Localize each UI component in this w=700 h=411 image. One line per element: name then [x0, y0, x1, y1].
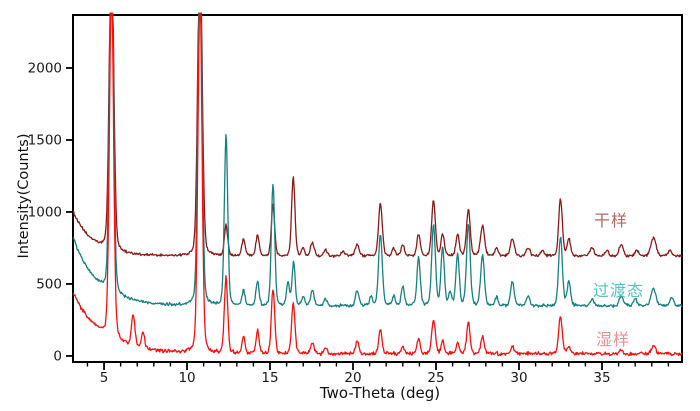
series-label-wet-sample: 湿样	[596, 332, 631, 349]
series-label-dry-sample: 干样	[594, 213, 629, 230]
series-label-transition-state: 过渡态	[593, 283, 645, 300]
series-trace-transition-state	[72, 12, 683, 308]
x-tick-label: 5	[100, 370, 109, 386]
plot-border	[72, 14, 683, 363]
y-tick-label: 500	[36, 276, 62, 292]
y-tick-label: 0	[53, 348, 62, 364]
x-tick-label: 35	[593, 370, 610, 386]
series-trace-dry-sample	[72, 12, 683, 259]
y-tick-label: 2000	[28, 60, 62, 76]
x-tick-label: 30	[510, 370, 527, 386]
x-tick-label: 15	[261, 370, 278, 386]
y-tick-label: 1000	[28, 204, 62, 220]
series-trace-wet-sample	[72, 12, 683, 357]
y-tick-label: 1500	[28, 132, 62, 148]
x-tick-label: 20	[344, 370, 361, 386]
x-axis-title: Two-Theta (deg)	[319, 384, 441, 402]
y-axis-title: Intensity(Counts)	[16, 133, 32, 259]
x-tick-label: 10	[178, 370, 195, 386]
x-tick-label: 25	[427, 370, 444, 386]
